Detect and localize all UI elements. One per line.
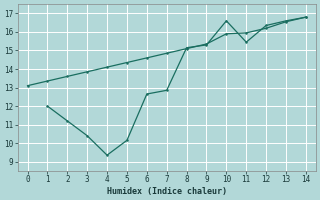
X-axis label: Humidex (Indice chaleur): Humidex (Indice chaleur) <box>107 187 227 196</box>
